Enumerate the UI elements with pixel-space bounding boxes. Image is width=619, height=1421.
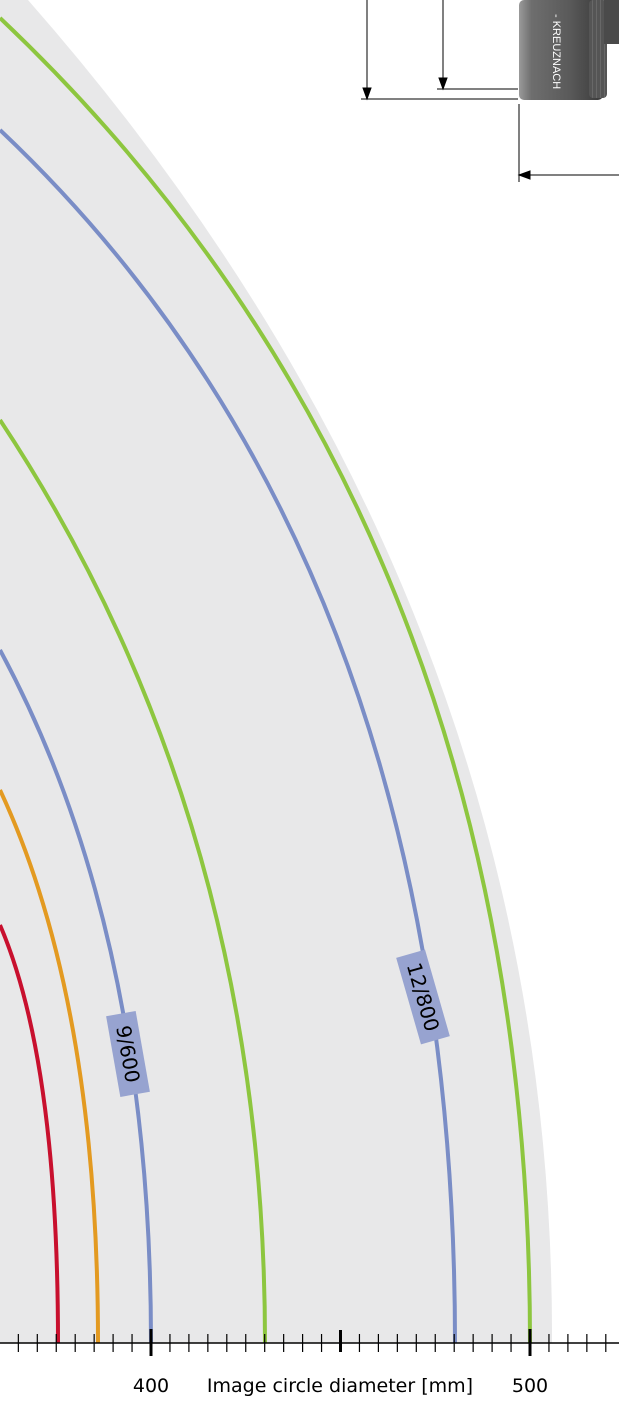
x-axis-tick-label-500: 500 [512,1375,548,1397]
curve-blue-12-800 [0,128,457,1344]
curve-green-inner [0,418,267,1344]
curve-label-9-600: 9/600 [106,1011,150,1097]
curves [0,16,532,1344]
curve-blue-9-600 [0,649,153,1344]
x-axis-ticks [17,1329,607,1356]
lens-brand-text: - KREUZNACH [550,14,562,89]
x-axis-title: Image circle diameter [mm] [207,1375,473,1397]
dimension-lines [361,0,619,182]
x-axis-tick-label-400: 400 [133,1375,169,1397]
lens-knurl [589,0,607,98]
curve-red [0,924,60,1344]
lens-barrel [519,0,603,100]
coverage-field [0,0,553,1343]
x-axis: 400 Image circle diameter [mm] 500 [0,1329,619,1397]
lens-drawing: - KREUZNACH [519,0,619,100]
curve-orange [0,789,100,1344]
curve-green-outer [0,16,532,1344]
